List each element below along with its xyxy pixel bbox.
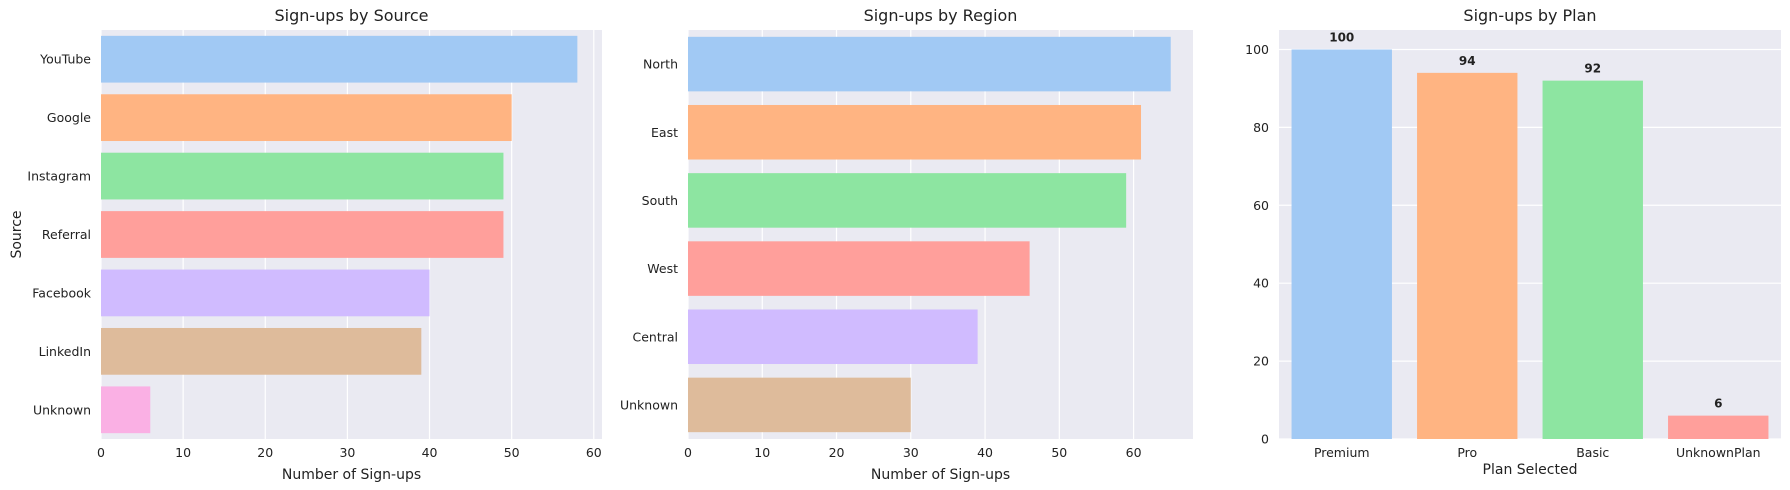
bar [688, 104, 1142, 160]
y-tick-label: Google [47, 110, 91, 125]
x-tick-label: 20 [257, 445, 273, 460]
x-tick-label: 30 [903, 445, 919, 460]
x-tick-label: 20 [829, 445, 845, 460]
y-tick-label: Referral [42, 227, 91, 242]
bar [101, 94, 512, 142]
x-tick-label: 50 [504, 445, 520, 460]
y-tick-label: 40 [1253, 276, 1269, 291]
x-tick-label: 40 [422, 445, 438, 460]
chart-title: Sign-ups by Source [274, 6, 428, 25]
bar [688, 173, 1127, 228]
chart-title: Sign-ups by Plan [1463, 6, 1596, 25]
bar [688, 241, 1030, 296]
x-tick-label: 50 [1051, 445, 1067, 460]
y-tick-label: Unknown [33, 402, 91, 417]
x-tick-label: Premium [1314, 445, 1370, 460]
bar [1668, 415, 1769, 439]
bar [101, 152, 504, 200]
data-label: 100 [1329, 30, 1354, 44]
data-label: 6 [1714, 397, 1722, 411]
x-tick-label: 40 [977, 445, 993, 460]
x-tick-label: 0 [97, 445, 105, 460]
x-tick-label: UnknownPlan [1676, 445, 1761, 460]
y-tick-label: Central [632, 329, 678, 344]
bar [101, 269, 430, 317]
data-label: 92 [1584, 62, 1601, 76]
x-tick-label: 10 [754, 445, 770, 460]
y-tick-label: 0 [1261, 432, 1269, 447]
bar [101, 327, 422, 375]
data-label: 94 [1459, 54, 1476, 68]
y-tick-label: Instagram [27, 169, 91, 184]
x-tick-label: 30 [339, 445, 355, 460]
bar [688, 36, 1171, 92]
y-tick-label: South [642, 193, 678, 208]
chart-title: Sign-ups by Region [864, 6, 1018, 25]
x-tick-label: Basic [1576, 445, 1609, 460]
plot-area [688, 30, 1193, 439]
x-tick-label: Pro [1457, 445, 1477, 460]
chart-signups-by-source: Sign-ups by Source 0 10 20 30 40 50 60 YouTube Go… [9, 6, 602, 483]
chart-signups-by-region: Sign-ups by Region 0 10 20 30 40 50 60 North East… [620, 6, 1193, 483]
x-tick-label: 60 [1126, 445, 1142, 460]
bar [101, 35, 578, 83]
y-tick-label: 60 [1253, 198, 1269, 213]
x-axis-label: Plan Selected [1483, 462, 1578, 478]
bar [688, 309, 978, 365]
x-axis-label: Number of Sign-ups [282, 467, 421, 483]
y-tick-label: 80 [1253, 120, 1269, 135]
bar [1417, 72, 1518, 439]
y-tick-label: Unknown [620, 397, 678, 412]
y-tick-label: 100 [1245, 42, 1269, 57]
bar [1542, 80, 1643, 439]
bar [101, 386, 151, 434]
x-tick-label: 10 [175, 445, 191, 460]
chart-signups-by-plan: Sign-ups by Plan 0 20 40 60 80 100 100 Premium 94… [1245, 6, 1781, 478]
y-axis-label: Source [9, 210, 25, 258]
y-tick-label: Facebook [32, 285, 91, 300]
bar [688, 377, 911, 433]
x-axis-label: Number of Sign-ups [871, 467, 1010, 483]
y-tick-label: YouTube [39, 52, 91, 67]
x-tick-label: 0 [684, 445, 692, 460]
y-tick-label: West [647, 261, 678, 276]
y-tick-label: North [643, 57, 678, 72]
y-tick-label: 20 [1253, 354, 1269, 369]
bar [1291, 49, 1392, 439]
y-tick-label: LinkedIn [39, 344, 91, 359]
bar [101, 211, 504, 258]
x-tick-label: 60 [586, 445, 602, 460]
y-tick-label: East [651, 125, 678, 140]
